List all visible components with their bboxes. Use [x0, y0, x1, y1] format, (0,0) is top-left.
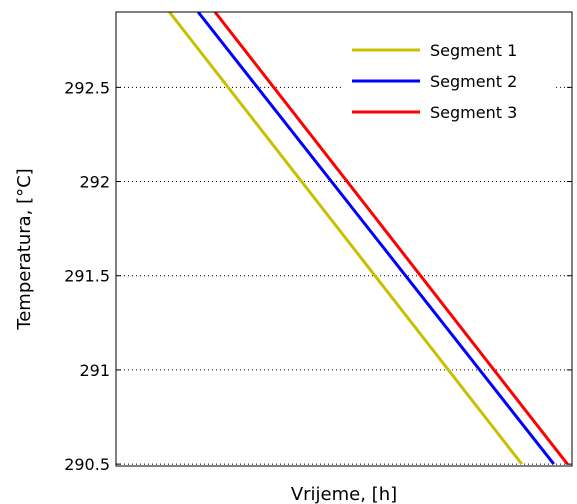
y-tick-label: 292 [79, 173, 110, 192]
legend-label-1: Segment 1 [430, 41, 517, 60]
y-tick-label: 290.5 [64, 455, 110, 474]
y-tick-label: 291 [79, 361, 110, 380]
y-axis-label: Temperatura, [°C] [14, 168, 35, 330]
legend-background [344, 22, 556, 123]
series-line-3 [213, 12, 569, 466]
legend-label-3: Segment 3 [430, 103, 517, 122]
x-axis-label: Vrijeme, [h] [291, 484, 397, 504]
series-line-1 [168, 12, 523, 466]
series-line-2 [196, 12, 555, 466]
series-layer [168, 12, 569, 466]
legend: Segment 1 Segment 2 Segment 3 [344, 22, 556, 123]
legend-label-2: Segment 2 [430, 72, 517, 91]
plot-frame [115, 11, 573, 467]
y-tick-label: 291.5 [64, 267, 110, 286]
grid-layer [116, 86, 572, 465]
y-tick-label: 292.5 [64, 78, 110, 97]
y-tick-layer: 290.5 291 291.5 292 292.5 [64, 78, 572, 474]
